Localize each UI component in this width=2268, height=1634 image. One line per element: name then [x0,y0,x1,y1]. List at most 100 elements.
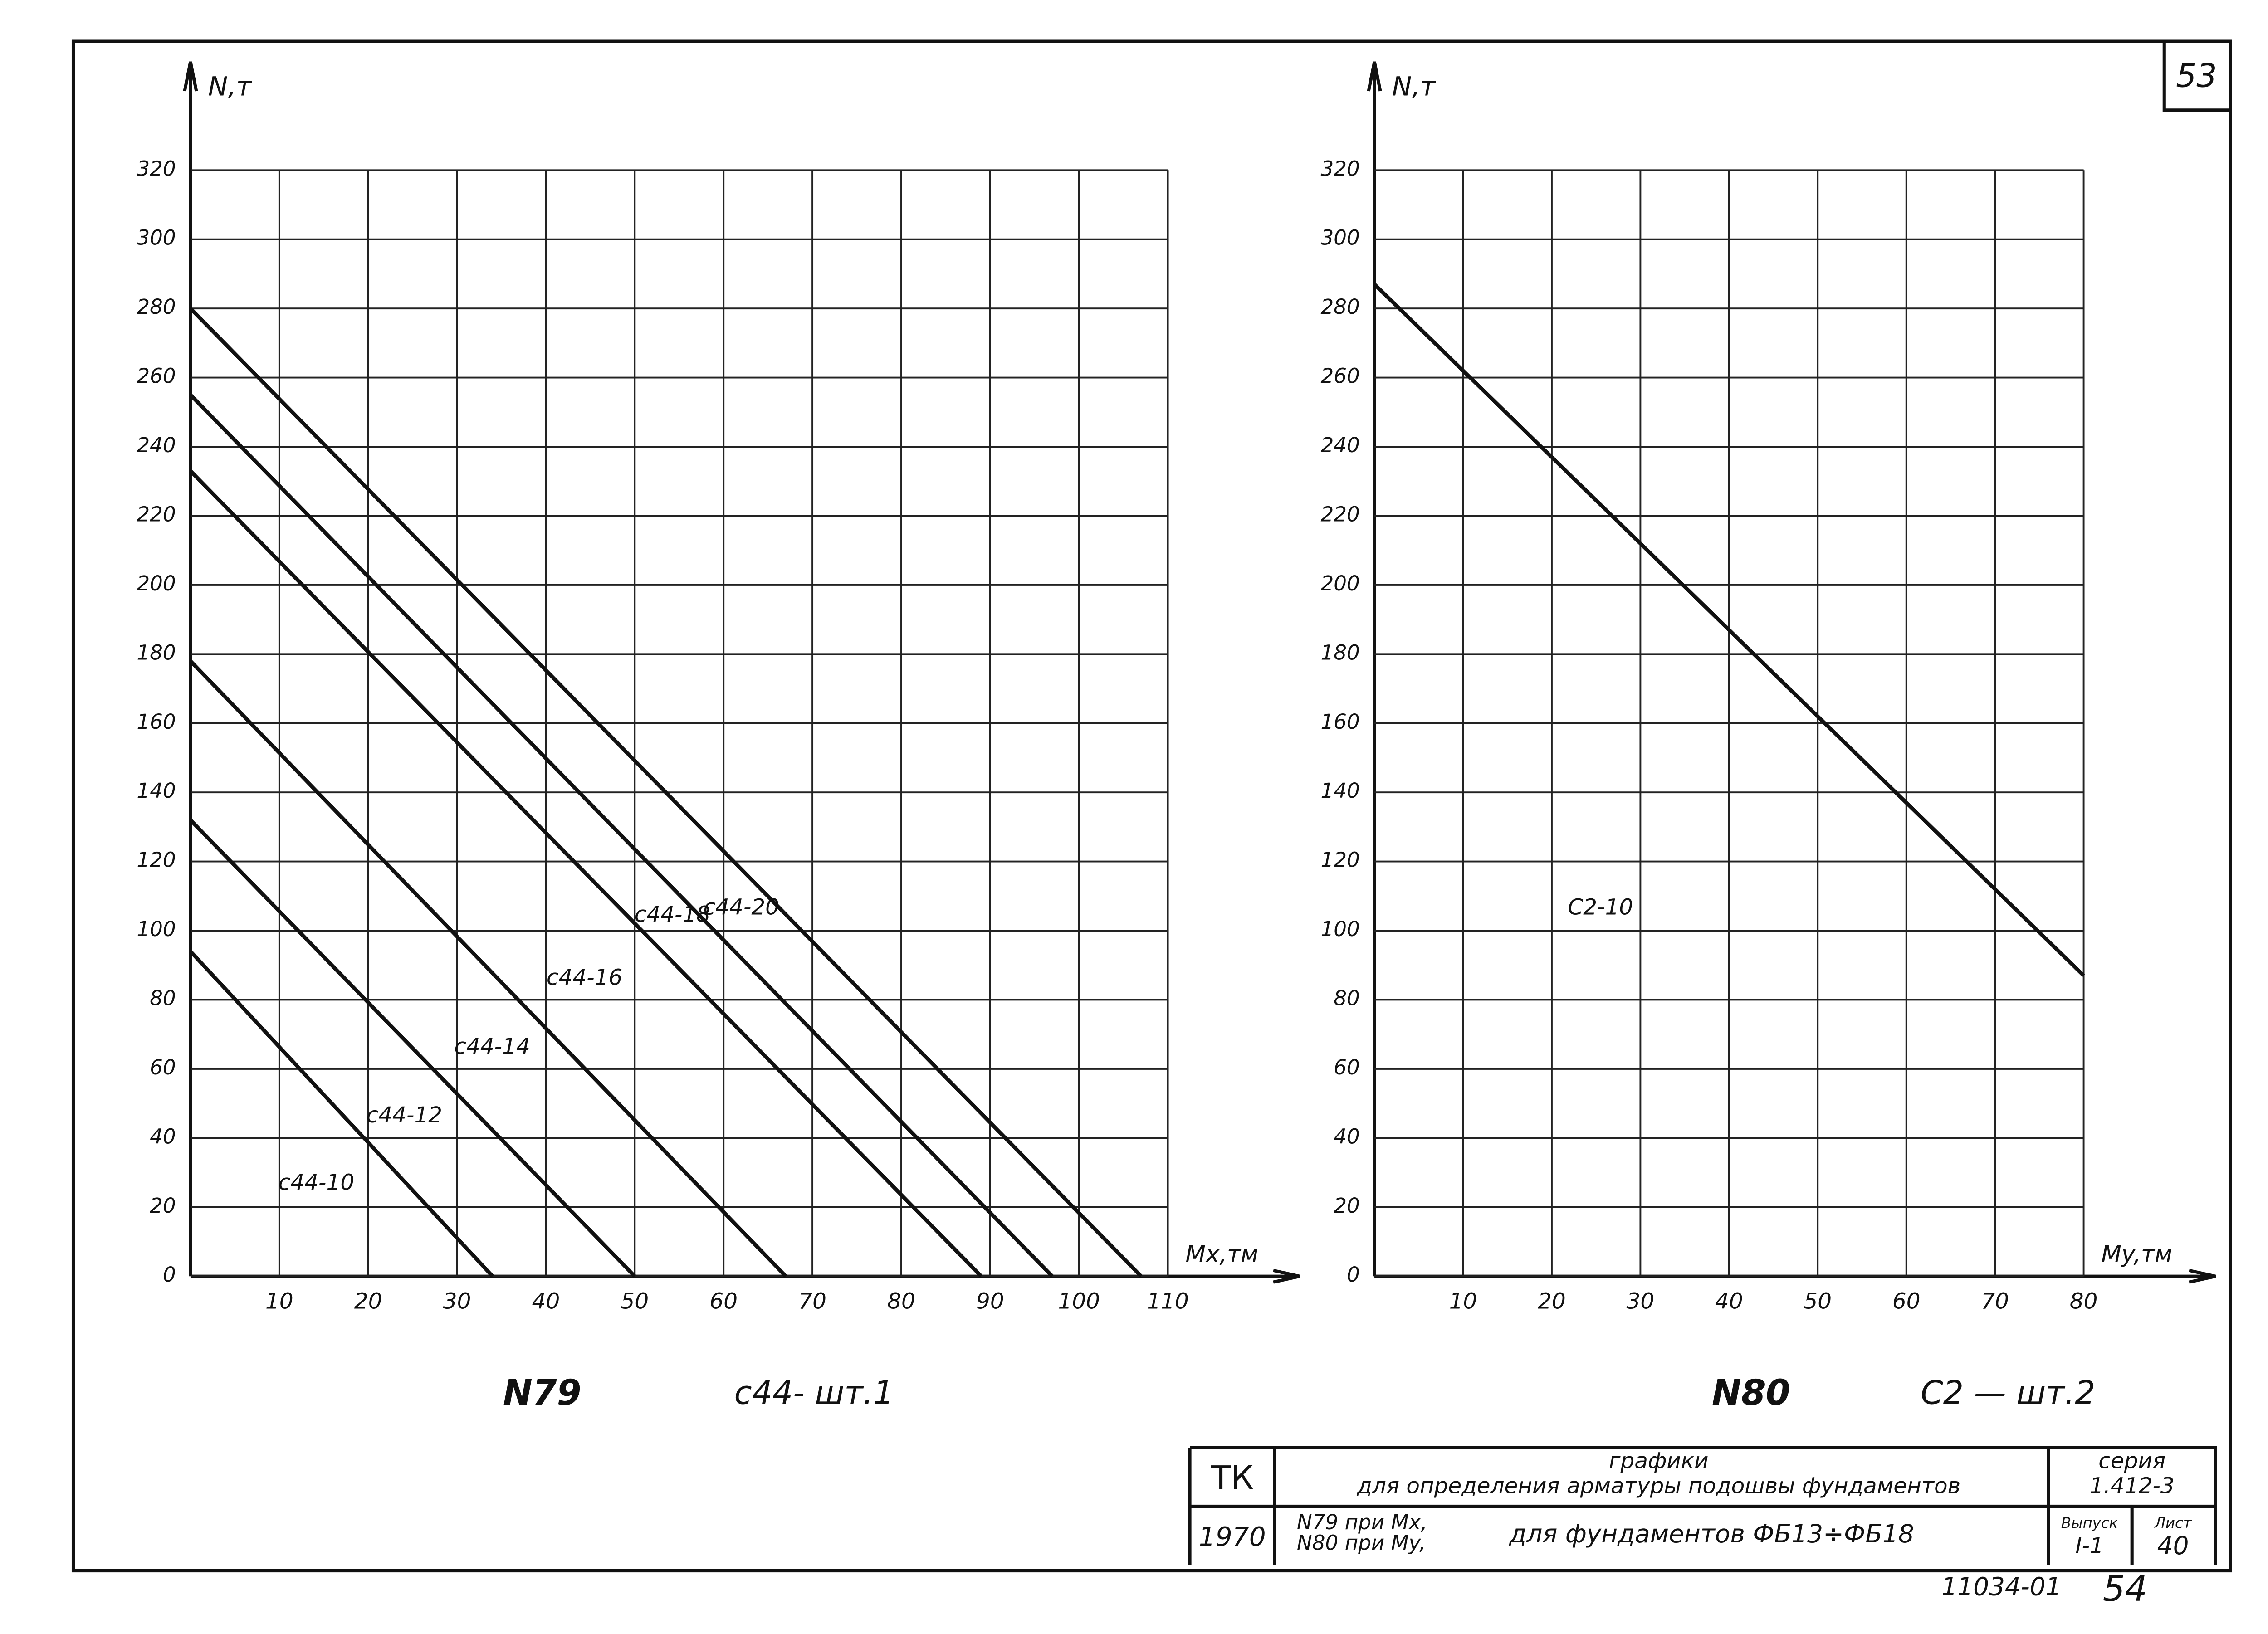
x-tick-label: 40 [1715,1288,1743,1314]
series-label: c44-18 [635,902,710,927]
y-tick-label: 20 [150,1194,176,1218]
series-label: c44-12 [367,1102,442,1128]
x-axis-label: My,тм [2101,1241,2172,1268]
chart-note: c44- шт.1 [734,1374,894,1411]
y-tick-label: 200 [1320,571,1359,595]
y-tick-label: 240 [1320,433,1359,457]
series-label: c44-10 [279,1170,354,1195]
series-line [189,950,494,1278]
x-tick-label: 10 [265,1288,293,1314]
y-axis [183,61,198,1277]
stamp-number: 54 [2103,1569,2148,1610]
y-tick-label: 180 [1320,640,1359,664]
x-tick-label: 40 [532,1288,560,1314]
y-tick-label: 200 [137,571,176,595]
series-line [189,469,983,1278]
title-block: ТК 1970 графики для определения арматуры… [1188,1446,2217,1565]
sheet-label: Лист [2154,1514,2192,1532]
chart-caption: N80 [1712,1372,1790,1413]
series-line [189,819,636,1278]
x-tick-label: 60 [1892,1288,1921,1314]
y-tick-label: 140 [1320,779,1359,803]
y-axis-label: N,т [208,71,253,102]
y-tick-label: 320 [137,156,176,180]
series-label: C2-10 [1568,894,1633,920]
x-tick-label: 80 [887,1288,915,1314]
page-number-box [2162,41,2230,112]
x-tick-label: 90 [976,1288,1004,1314]
x-tick-label: 20 [1538,1288,1566,1314]
y-tick-label: 280 [1320,295,1359,319]
desc-line1: N79 при Mx, [1297,1510,1427,1534]
series-line [1373,283,2085,977]
y-tick-label: 300 [1320,226,1359,250]
org: ТК [1211,1459,1254,1497]
x-tick-label: 80 [2070,1288,2098,1314]
y-tick-label: 100 [1320,917,1359,941]
x-tick-label: 110 [1147,1288,1188,1314]
y-tick-label: 300 [137,226,176,250]
desc-main: для фундаментов ФБ13÷ФБ18 [1509,1519,1914,1548]
y-tick-label: 60 [150,1055,176,1079]
y-tick-label: 220 [1320,502,1359,526]
series-line [189,307,1143,1278]
x-axis-label: Mx,тм [1185,1241,1258,1268]
series-line [189,393,1054,1278]
y-tick-label: 0 [1347,1263,1360,1287]
title-line2: для определения арматуры подошвы фундаме… [1356,1473,1960,1498]
series-label: c44-16 [547,965,622,990]
x-tick-label: 30 [1627,1288,1655,1314]
y-tick-label: 80 [150,986,176,1010]
y-axis [1367,61,1382,1277]
y-tick-label: 260 [137,364,176,388]
desc-line2: N80 при My, [1297,1531,1426,1555]
y-tick-label: 160 [1320,710,1359,734]
series-label: серия [2098,1448,2165,1473]
x-tick-label: 70 [1981,1288,2009,1314]
chart-caption: N79 [503,1372,582,1413]
y-tick-label: 320 [1320,156,1359,180]
sheet-value: 40 [2157,1531,2189,1560]
y-tick-label: 220 [137,502,176,526]
series-line [189,659,787,1278]
y-tick-label: 120 [1320,848,1359,872]
y-tick-label: 120 [137,848,176,872]
x-tick-label: 20 [354,1288,382,1314]
x-tick-label: 100 [1058,1288,1100,1314]
y-tick-label: 180 [137,640,176,664]
x-tick-label: 60 [709,1288,738,1314]
year: 1970 [1199,1522,1266,1552]
series-label: c44-20 [704,894,779,920]
x-tick-label: 50 [1804,1288,1832,1314]
y-tick-label: 100 [137,917,176,941]
y-tick-label: 0 [163,1263,176,1287]
issue-label: Выпуск [2061,1514,2118,1532]
y-tick-label: 260 [1320,364,1359,388]
x-tick-label: 10 [1449,1288,1477,1314]
chart-note: C2 — шт.2 [1921,1374,2095,1411]
y-tick-label: 40 [1334,1124,1360,1148]
x-tick-label: 30 [443,1288,471,1314]
y-tick-label: 140 [137,779,176,803]
series-value: 1.412-3 [2090,1473,2175,1498]
y-tick-label: 80 [1334,986,1360,1010]
page-number: 53 [2176,57,2217,94]
y-tick-label: 280 [137,295,176,319]
series-label: c44-14 [454,1034,530,1059]
y-tick-label: 160 [137,710,176,734]
archive-number: 11034-01 [1941,1572,2061,1601]
y-tick-label: 20 [1334,1194,1360,1218]
issue-value: I-1 [2075,1533,2104,1559]
title: графики [1609,1448,1709,1473]
title-block-lines [1188,1446,2217,1565]
frame [71,39,2232,1573]
x-tick-label: 70 [798,1288,826,1314]
y-tick-label: 240 [137,433,176,457]
y-tick-label: 40 [150,1124,176,1148]
x-tick-label: 50 [621,1288,649,1314]
y-axis-label: N,т [1392,71,1437,102]
y-tick-label: 60 [1334,1055,1360,1079]
